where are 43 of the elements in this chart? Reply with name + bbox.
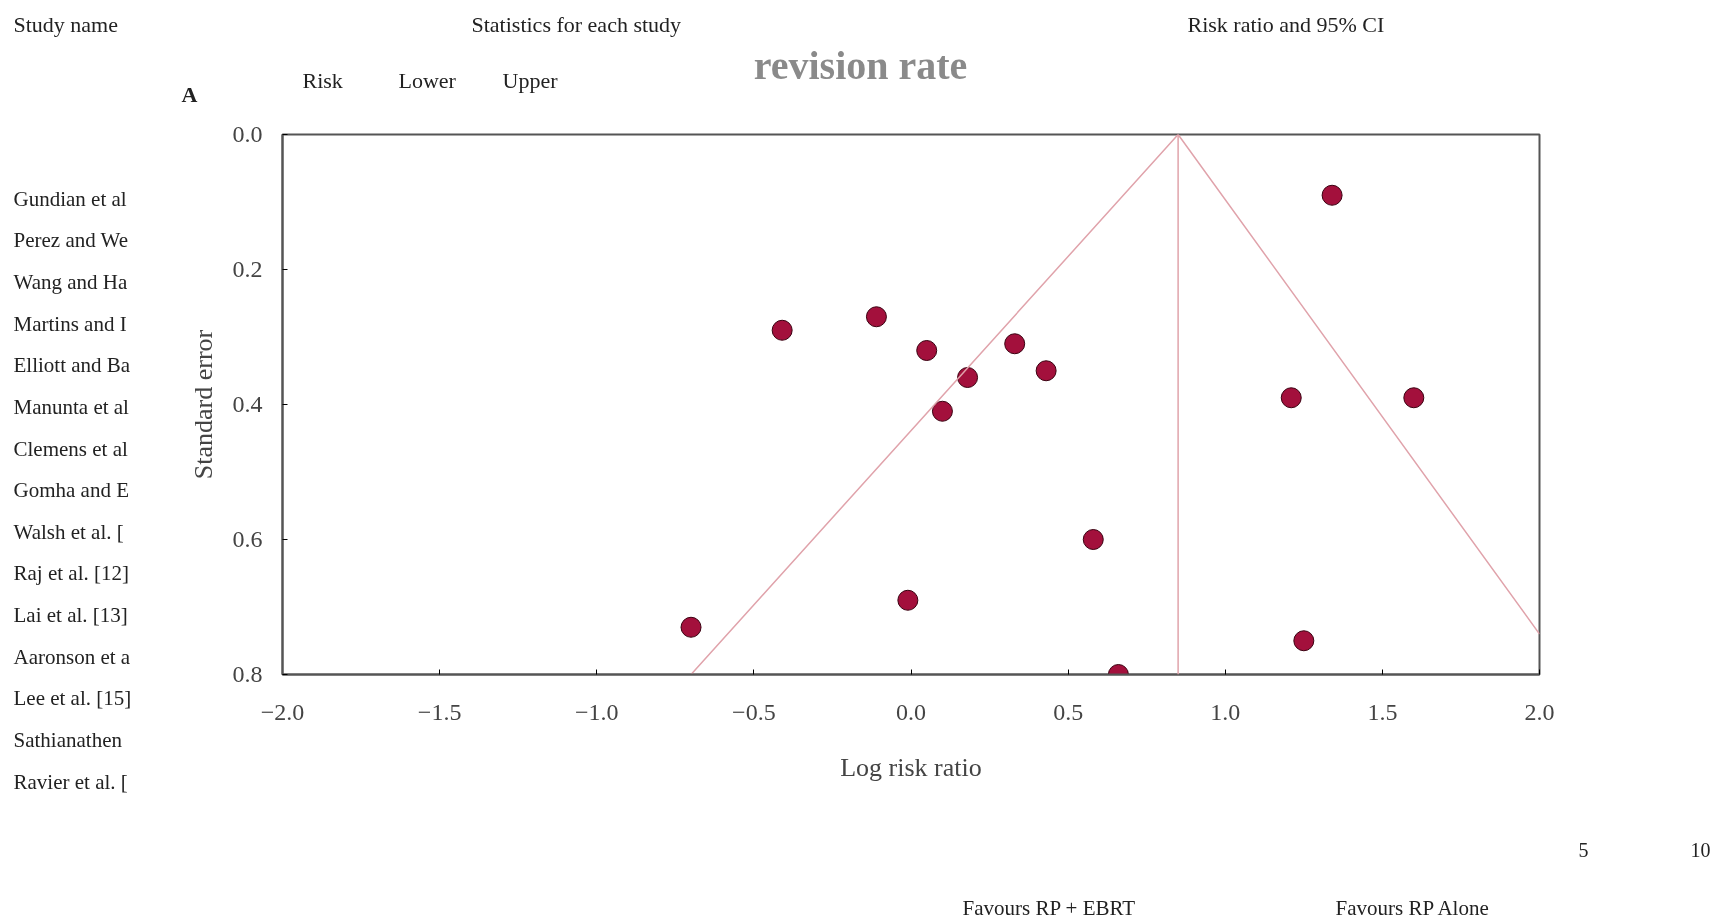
y-tick-label: 0.6 — [232, 526, 263, 552]
text: Ravier et al. [ — [13, 769, 128, 794]
x-tick-label: −0.5 — [732, 698, 776, 725]
x-tick-label: 2.0 — [1524, 698, 1555, 725]
text: Manunta et al — [13, 394, 130, 419]
text: Raj et al. [12] — [13, 561, 129, 586]
y-axis-title: Standard error — [188, 329, 218, 480]
text: Wang and Ha — [13, 269, 128, 294]
x-tick-label: 1.5 — [1367, 698, 1398, 725]
text: Lai et al. [13] — [13, 603, 128, 628]
text: Perez and We — [13, 228, 129, 253]
text: Risk — [302, 68, 343, 93]
text: Clemens et al — [13, 436, 128, 461]
x-tick-label: 0.5 — [1053, 698, 1084, 725]
text: Gundian et al — [13, 186, 127, 211]
text: Elliott and Ba — [13, 353, 131, 378]
y-tick-label: 0.4 — [232, 391, 263, 417]
chart-title: revision rate — [753, 42, 968, 88]
text: Martins and I — [13, 311, 127, 336]
text: Favours RP + EBRT — [962, 895, 1136, 918]
text: 10 — [1690, 838, 1711, 861]
text: Risk ratio and 95% CI — [1187, 12, 1385, 37]
text: Statistics for each study — [471, 12, 682, 37]
x-tick-label: 1.0 — [1210, 698, 1241, 725]
y-tick-label: 0.2 — [232, 256, 263, 282]
text: A — [181, 82, 198, 107]
text: 5 — [1578, 838, 1589, 861]
text: Gomha and E — [13, 478, 129, 503]
x-tick-label: −1.0 — [574, 698, 619, 725]
x-axis-title: Log risk ratio — [840, 752, 982, 782]
text: Lee et al. [15] — [13, 686, 132, 711]
x-tick-label: −1.5 — [417, 698, 462, 725]
x-tick-label: 0.0 — [896, 698, 926, 725]
y-tick-label: 0.8 — [232, 661, 263, 687]
text: Aaronson et a — [13, 644, 131, 669]
text: Walsh et al. [ — [13, 519, 124, 544]
text: Upper — [502, 68, 559, 93]
text: Lower — [398, 68, 457, 93]
text: Sathianathen — [13, 727, 123, 752]
x-tick-label: −2.0 — [260, 698, 305, 725]
text: Study name — [13, 12, 118, 37]
y-tick-label: 0.0 — [232, 121, 263, 147]
text: Favours RP Alone — [1335, 895, 1489, 918]
